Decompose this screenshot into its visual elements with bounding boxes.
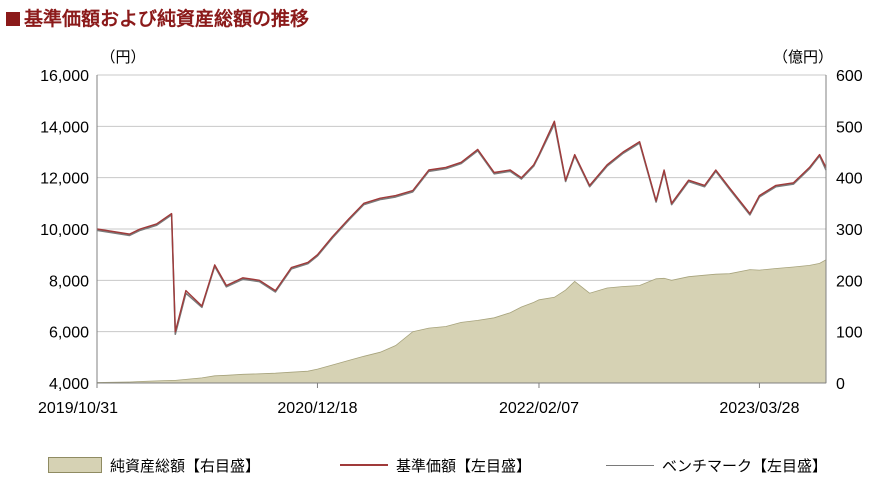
left-tick-label: 10,000 <box>40 222 89 239</box>
legend-item-benchmark: ベンチマーク【左目盛】 <box>606 452 827 478</box>
left-tick-label: 6,000 <box>49 325 89 342</box>
left-tick-label: 8,000 <box>49 273 89 290</box>
legend-item-nav: 基準価額【左目盛】 <box>340 452 531 478</box>
right-tick-label: 100 <box>836 325 863 342</box>
x-axis-ticks: 2019/10/31 2020/12/18 2022/02/07 2023/03/28 <box>38 383 800 417</box>
chart-svg: 4,0006,0008,00010,00012,00014,00016,000 … <box>38 48 863 417</box>
left-tick-label: 14,000 <box>40 119 89 136</box>
right-tick-label: 300 <box>836 222 863 239</box>
right-axis-ticks: 0 100 200 300 400 500 600 <box>836 68 863 393</box>
legend: 純資産総額【右目盛】 基準価額【左目盛】 ベンチマーク【左目盛】 <box>0 452 893 478</box>
legend-label-nav: 基準価額【左目盛】 <box>396 456 532 475</box>
legend-swatch-nav <box>340 464 388 466</box>
left-axis-unit: （円） <box>100 48 145 66</box>
left-tick-label: 12,000 <box>40 171 89 188</box>
x-tick-label: 2020/12/18 <box>277 400 357 417</box>
nav-line <box>96 120 827 333</box>
title-square-icon <box>6 12 20 26</box>
axes <box>96 75 827 384</box>
chart-title-text: 基準価額および純資産総額の推移 <box>24 8 310 30</box>
right-tick-label: 200 <box>836 273 863 290</box>
right-axis-unit: （億円） <box>773 48 833 66</box>
legend-item-aum: 純資産総額【右目盛】 <box>48 452 260 478</box>
right-tick-label: 500 <box>836 119 863 136</box>
legend-swatch-benchmark <box>606 464 654 466</box>
chart-title: 基準価額および純資産総額の推移 <box>6 4 309 31</box>
right-tick-label: 0 <box>836 376 845 393</box>
legend-label-benchmark: ベンチマーク【左目盛】 <box>662 456 828 475</box>
aum-area <box>96 259 827 384</box>
x-tick-label: 2022/02/07 <box>499 400 579 417</box>
left-tick-label: 4,000 <box>49 376 89 393</box>
left-tick-label: 16,000 <box>40 68 89 85</box>
x-tick-label: 2019/10/31 <box>38 400 118 417</box>
legend-swatch-aum <box>48 457 102 473</box>
x-tick-label: 2023/03/28 <box>719 400 799 417</box>
left-axis-ticks: 4,000 6,000 8,000 10,000 12,000 14,000 16,000 <box>40 68 89 393</box>
right-tick-label: 600 <box>836 68 863 85</box>
legend-label-aum: 純資産総額【右目盛】 <box>110 456 261 475</box>
right-tick-label: 400 <box>836 171 863 188</box>
